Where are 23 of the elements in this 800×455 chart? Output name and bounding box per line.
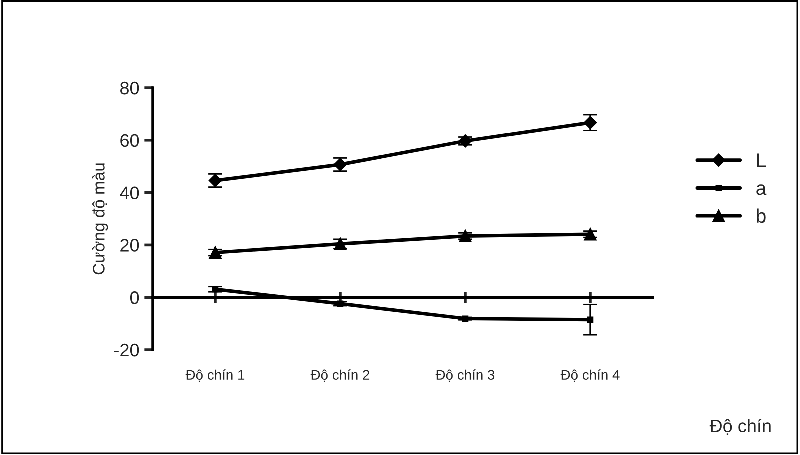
point [587, 316, 594, 323]
y-tick-label: 0 [130, 292, 140, 304]
x-tick-label: Độ chín 3 [436, 370, 495, 382]
legend-label: a [756, 184, 767, 196]
y-tick-label: 20 [120, 239, 140, 252]
y-tick-label: 40 [120, 186, 140, 200]
y-tick-label: 80 [120, 82, 140, 95]
y-axis-title: Cường độ màu [92, 164, 108, 275]
y-tick-label: 60 [120, 134, 140, 148]
x-axis-title: Độ chín [710, 419, 771, 436]
x-tick-label: Độ chín 4 [560, 370, 620, 382]
point [337, 300, 344, 308]
point [459, 230, 472, 243]
point [209, 246, 222, 260]
point [458, 134, 472, 148]
legend-label: L [757, 154, 766, 168]
point [462, 316, 469, 322]
y-tick-label: -20 [114, 344, 140, 357]
x-tick-label: Độ chín 1 [186, 370, 245, 382]
point [212, 286, 219, 293]
x-tick-label: Độ chín 2 [310, 370, 370, 382]
point [584, 228, 597, 241]
legend-label: b [757, 208, 766, 224]
